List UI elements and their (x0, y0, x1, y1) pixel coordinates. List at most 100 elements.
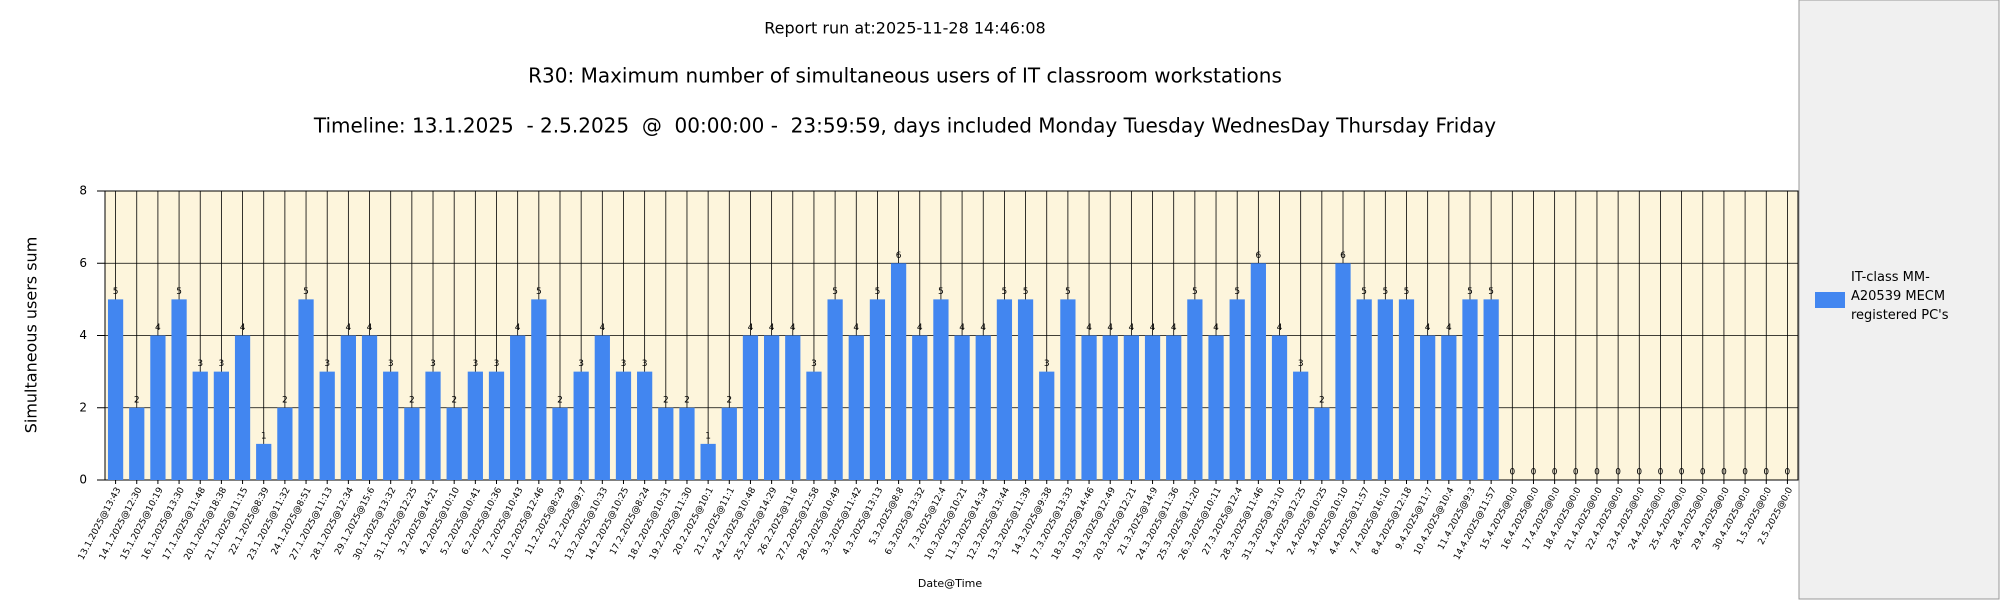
value-label: 4 (1446, 323, 1452, 333)
value-label: 5 (176, 287, 182, 297)
bar (573, 371, 589, 480)
value-label: 3 (494, 359, 500, 369)
bar (234, 335, 251, 480)
value-label: 3 (642, 359, 648, 369)
bar (721, 407, 737, 480)
value-label: 5 (1234, 287, 1240, 297)
value-label: 5 (1467, 287, 1473, 297)
bar (1229, 299, 1245, 480)
bar (1314, 407, 1330, 480)
value-label: 4 (346, 323, 352, 333)
value-label: 4 (1086, 323, 1092, 333)
value-label: 3 (219, 359, 225, 369)
bar (404, 407, 420, 480)
value-label: 3 (811, 359, 817, 369)
bar (1187, 299, 1203, 480)
value-label: 0 (1658, 468, 1664, 478)
value-label: 5 (113, 287, 119, 297)
value-label: 4 (748, 323, 754, 333)
x-axis-label: Date@Time (918, 577, 982, 590)
value-label: 5 (875, 287, 881, 297)
bar (785, 335, 801, 480)
value-label: 5 (1361, 287, 1367, 297)
value-label: 4 (1129, 323, 1135, 333)
value-label: 5 (1023, 287, 1029, 297)
value-label: 6 (896, 251, 902, 261)
value-label: 3 (324, 359, 330, 369)
value-label: 2 (726, 395, 732, 405)
bar (340, 335, 356, 480)
value-label: 5 (1002, 287, 1008, 297)
value-label: 3 (621, 359, 627, 369)
value-label: 0 (1785, 468, 1791, 478)
value-label: 0 (1700, 468, 1706, 478)
value-label: 4 (769, 323, 775, 333)
value-label: 4 (853, 323, 859, 333)
bar (848, 335, 864, 480)
value-label: 5 (1404, 287, 1410, 297)
value-label: 6 (1255, 251, 1261, 261)
value-label: 2 (451, 395, 457, 405)
bar (129, 407, 145, 480)
bar (615, 371, 632, 480)
value-label: 4 (240, 323, 246, 333)
value-label: 0 (1679, 468, 1685, 478)
value-label: 0 (1531, 468, 1537, 478)
bar (700, 443, 716, 480)
value-label: 4 (155, 323, 161, 333)
value-label: 3 (430, 359, 436, 369)
value-label: 0 (1721, 468, 1727, 478)
bar (658, 407, 674, 480)
bar (107, 299, 124, 480)
bar (806, 371, 822, 480)
value-label: 0 (1763, 468, 1769, 478)
value-label: 5 (1192, 287, 1198, 297)
bar (1293, 371, 1309, 480)
bar (383, 371, 399, 480)
value-label: 3 (388, 359, 394, 369)
bar (1144, 335, 1161, 480)
bar (425, 371, 441, 480)
bar (869, 299, 886, 480)
value-label: 2 (134, 395, 140, 405)
value-label: 5 (1488, 287, 1494, 297)
bar (171, 299, 187, 480)
value-label: 2 (663, 395, 669, 405)
y-axis-label: Simultaneous users sum (22, 237, 41, 434)
value-label: 1 (261, 431, 267, 441)
value-label: 4 (790, 323, 796, 333)
value-label: 0 (1636, 468, 1642, 478)
value-label: 5 (1382, 287, 1388, 297)
bar (1123, 335, 1139, 480)
value-label: 4 (1150, 323, 1156, 333)
bar (298, 299, 314, 480)
bar (277, 407, 293, 480)
bar (361, 335, 378, 480)
bar (1250, 263, 1266, 480)
bar (679, 407, 695, 480)
bar (1377, 299, 1393, 480)
value-label: 3 (578, 359, 584, 369)
bar (933, 299, 949, 480)
bar (1060, 299, 1076, 480)
value-label: 2 (409, 395, 415, 405)
bar (594, 335, 610, 480)
value-label: 4 (1277, 323, 1283, 333)
bar (1462, 299, 1478, 480)
bar (467, 371, 483, 480)
value-label: 5 (1065, 287, 1071, 297)
bar (1335, 263, 1351, 480)
value-label: 4 (980, 323, 986, 333)
y-tick-label: 0 (79, 473, 87, 487)
value-label: 3 (472, 359, 478, 369)
bar (1271, 335, 1288, 480)
bar (192, 371, 208, 480)
bar (1420, 335, 1436, 480)
value-label: 2 (557, 395, 563, 405)
value-label: 4 (599, 323, 605, 333)
bar (1483, 299, 1499, 480)
value-label: 4 (1425, 323, 1431, 333)
chart-subtitle: Timeline: 13.1.2025 - 2.5.2025 @ 00:00:0… (313, 114, 1496, 138)
legend-label: IT-class MM-A20539 MECM registered PC's (1851, 270, 1949, 323)
value-label: 4 (1171, 323, 1177, 333)
